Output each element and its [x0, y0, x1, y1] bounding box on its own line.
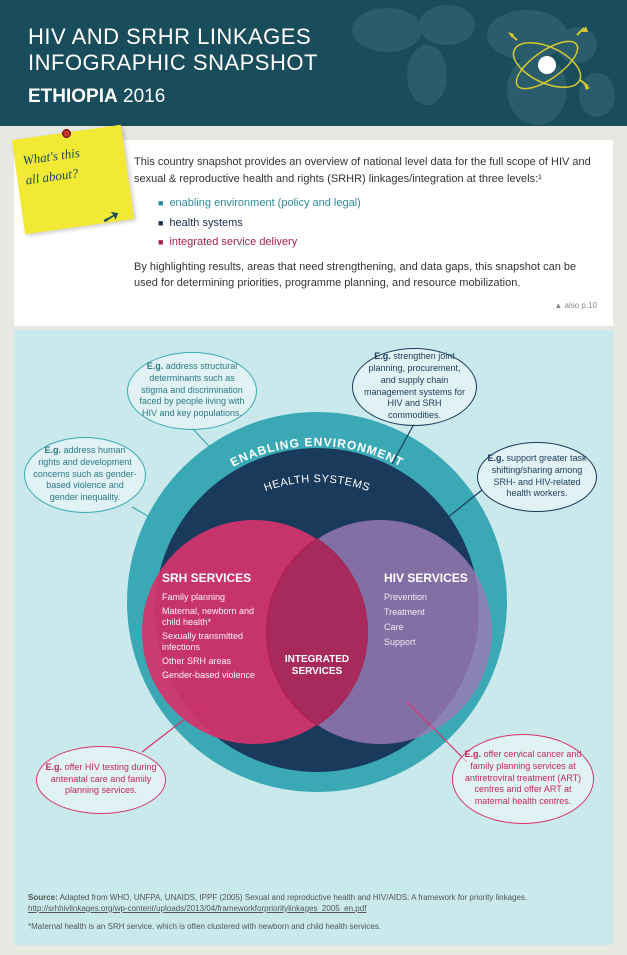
source-text: Adapted from WHO, UNFPA, UNAIDS, IPPF (2…: [60, 893, 528, 902]
srh-item: infections: [162, 642, 201, 652]
hiv-item: Prevention: [384, 592, 427, 602]
srh-item: Other SRH areas: [162, 656, 232, 666]
srh-title: SRH SERVICES: [162, 571, 251, 585]
level-bullets: enabling environment (policy and legal) h…: [158, 195, 597, 251]
header-bar: HIV AND SRHR LINKAGES INFOGRAPHIC SNAPSH…: [0, 0, 627, 126]
diagram-panel: ENABLING ENVIRONMENT HEALTH SYSTEMS SRH …: [14, 330, 613, 945]
callout: E.g. offer HIV testing during antenatal …: [36, 746, 166, 814]
level-bullet: health systems: [158, 215, 597, 232]
hiv-title: HIV SERVICES: [384, 571, 468, 585]
srh-item: Sexually transmitted: [162, 631, 243, 641]
content-area: What's this all about? ➚ This country sn…: [0, 126, 627, 955]
hiv-item: Care: [384, 622, 404, 632]
report-year: 2016: [123, 86, 165, 107]
source-link[interactable]: http://srhhivlinkages.org/wp-content/upl…: [28, 904, 366, 913]
hiv-item: Treatment: [384, 607, 425, 617]
callout: E.g. strengthen joint planning, procurem…: [352, 348, 477, 426]
level-bullet: integrated service delivery: [158, 234, 597, 251]
intro-box: What's this all about? ➚ This country sn…: [14, 140, 613, 326]
srh-item: Gender-based violence: [162, 670, 255, 680]
callout: E.g. address human rights and developmen…: [24, 437, 146, 513]
also-ref: ▲ also p.10: [134, 300, 597, 312]
level-bullet: enabling environment (policy and legal): [158, 195, 597, 212]
source-label: Source:: [28, 893, 58, 902]
callout: E.g. support greater task shifting/shari…: [477, 442, 597, 512]
srh-item: child health*: [162, 617, 212, 627]
srh-item: Maternal, newborn and: [162, 606, 254, 616]
globe-pointer-icon: [502, 20, 592, 110]
venn-diagram: ENABLING ENVIRONMENT HEALTH SYSTEMS SRH …: [22, 342, 605, 882]
page: HIV AND SRHR LINKAGES INFOGRAPHIC SNAPSH…: [0, 0, 627, 955]
center-label-1: INTEGRATED: [285, 654, 349, 665]
footnote: *Maternal health is an SRH service, whic…: [22, 916, 605, 937]
intro-p2: By highlighting results, areas that need…: [134, 259, 597, 292]
hiv-item: Support: [384, 637, 416, 647]
country-name: ETHIOPIA: [28, 86, 118, 107]
center-label-2: SERVICES: [292, 666, 343, 677]
intro-p1: This country snapshot provides an overvi…: [134, 154, 597, 187]
srh-item: Family planning: [162, 592, 225, 602]
callout: E.g. address structural determinants suc…: [127, 352, 257, 430]
source-block: Source: Adapted from WHO, UNFPA, UNAIDS,…: [22, 882, 605, 916]
callout: E.g. offer cervical cancer and family pl…: [452, 734, 594, 824]
